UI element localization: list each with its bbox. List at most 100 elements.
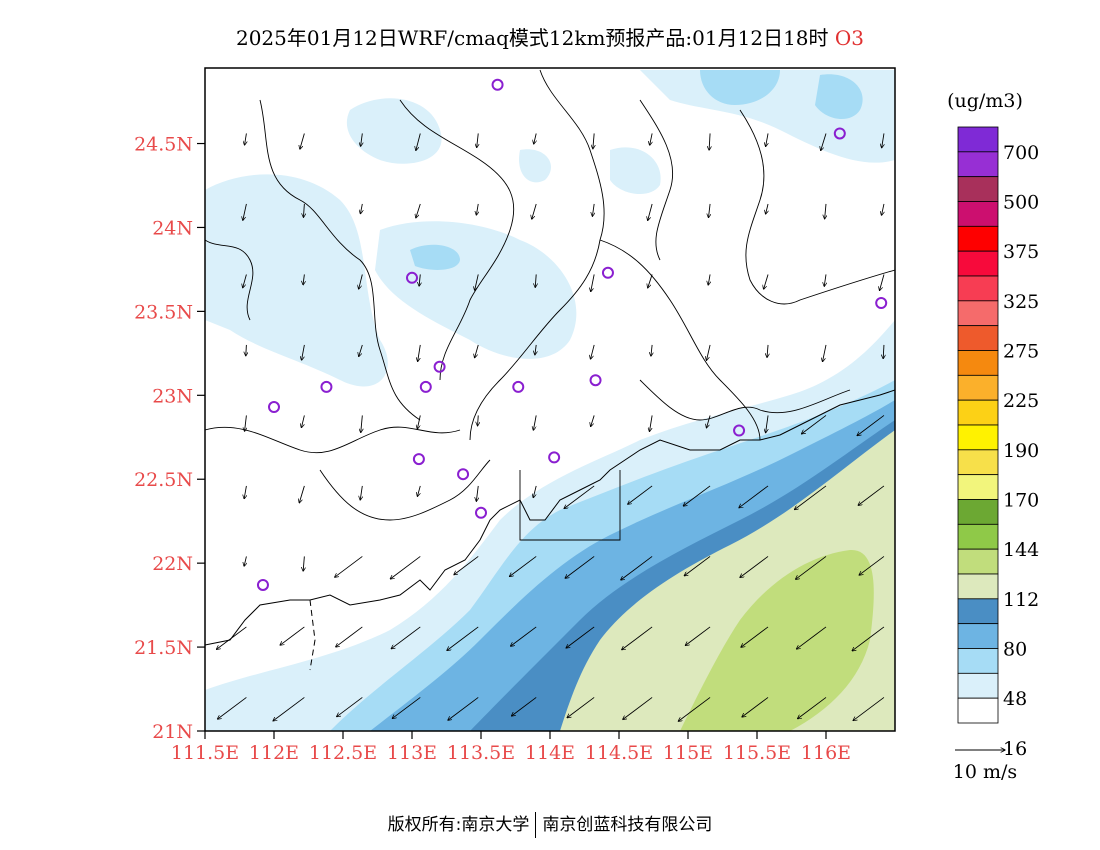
wind-arrow [392,697,421,718]
wind-arrow [649,415,653,431]
wind-arrow [684,556,711,575]
x-tick-label: 115.5E [723,742,791,764]
legend-swatch [957,474,999,500]
wind-arrow [299,485,305,503]
wind-arrow [801,415,827,433]
wind-arrow [535,344,536,355]
legend-swatch [957,697,999,724]
wind-arrow [798,697,827,718]
legend-swatch [957,176,999,202]
legend-label: 16 [1003,738,1027,760]
wind-arrow [683,485,711,506]
wind-arrow [859,556,885,575]
wind-arrow [535,274,536,287]
legend-swatch [957,623,999,649]
legend-label: 375 [1003,241,1039,263]
legend-swatch [957,151,999,178]
wind-arrow [766,415,769,432]
legend-swatch [957,424,999,451]
boundary-dashed [309,599,316,671]
wind-arrow [650,133,652,145]
wind-arrow [532,203,537,219]
y-tick-label: 21N [152,721,193,743]
wind-arrow [476,485,478,501]
credit-line: 版权所有:南京大学 南京创蓝科技有限公司 [0,810,1100,838]
wind-arrow [416,133,421,150]
station-marker [475,506,487,519]
legend-swatch [957,350,999,376]
legend-label: 48 [1003,688,1027,710]
legend-swatch [957,374,999,401]
wind-arrow [591,274,595,291]
y-tick-label: 23N [152,385,193,407]
wind-arrow [360,485,362,500]
station-marker [589,374,602,387]
wind-arrow [825,203,826,219]
wind-arrow [648,274,653,287]
o3-patch [610,147,661,195]
station-marker [601,266,614,279]
o3-patch [519,149,551,183]
map-title: 2025年01月12日WRF/cmaq模式12km预报产品:01月12日18时 … [235,26,865,50]
county-border [639,99,674,261]
legend-label: 275 [1003,341,1039,363]
x-tick-label: 113.5E [447,742,515,764]
station-marker [457,468,470,481]
legend-swatch [957,523,999,550]
legend-label: 144 [1003,539,1039,561]
wind-arrow [359,344,363,357]
y-tick-label: 22.5N [134,469,193,491]
y-tick-label: 21.5N [134,637,193,659]
wind-arrow [300,133,305,149]
wind-arrow [361,133,363,146]
county-border [205,239,254,321]
wind-arrow [766,133,768,146]
wind-arrow [511,697,537,716]
o3-band-96 [680,549,874,731]
wind-arrow [794,485,827,510]
y-tick-label: 24.5N [134,134,193,156]
wind-arrow [390,556,421,579]
y-tick-label: 22N [152,553,193,575]
wind-arrow [533,485,537,498]
wind-arrow [708,274,710,285]
station-marker [412,453,425,466]
wind-arrow [565,556,595,578]
station-marker [419,380,432,393]
species-label: O3 [834,26,865,50]
legend-label: 80 [1003,639,1027,661]
y-tick-label: 23.5N [134,301,193,323]
wind-arrow [359,274,363,289]
wind-arrow [628,485,653,504]
station-marker [320,380,333,393]
legend-swatch [957,126,999,153]
wind-arrow [533,415,537,430]
o3-patch [205,174,388,387]
wind-arrow [567,697,595,717]
wind-arrow [796,556,827,579]
wind-arrow [454,556,479,574]
wind-arrow [706,415,711,427]
legend-swatch [957,648,999,674]
wind-arrow [766,203,768,214]
wind-arrow [280,626,305,645]
wind-arrow [335,556,363,577]
wind-arrow [853,697,885,720]
county-border [639,379,851,421]
wind-arrow [857,415,885,435]
legend-swatch [957,275,999,302]
wind-arrow [648,203,653,221]
x-axis-ticks: 111.5E 112E 112.5E 113E 113.5E 114E 114.5E 115E… [171,731,851,764]
county-border [259,99,421,421]
wind-arrow [302,344,305,360]
wind-arrow [243,274,247,287]
wind-arrow [447,626,479,651]
county-border [469,69,605,441]
wind-arrow [741,626,769,647]
wind-arrow [590,344,595,359]
wind-arrow [564,485,595,509]
wind-arrow [419,274,420,286]
legend-label: 112 [1003,589,1039,611]
station-marker [256,578,269,591]
y-axis-ticks: 21N 21.5N 22N 22.5N 23N 23.5N 24N 24.5N [134,134,205,743]
